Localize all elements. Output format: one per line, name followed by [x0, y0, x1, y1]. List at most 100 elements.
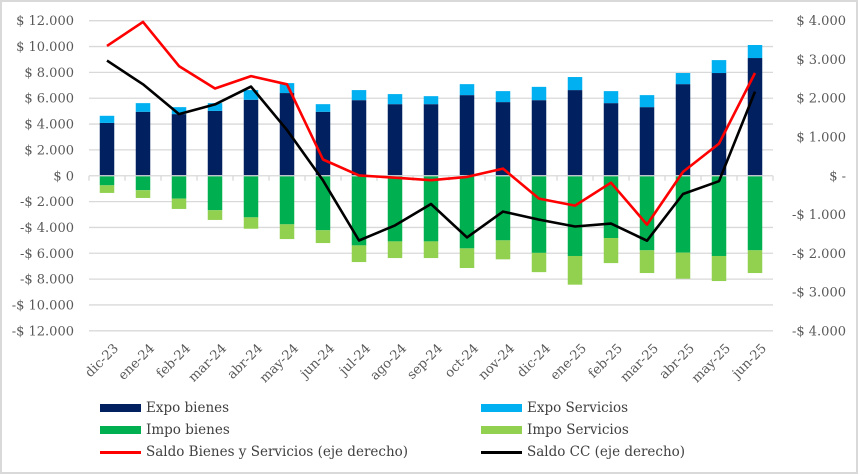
bar-expo-bienes: [207, 110, 223, 176]
legend-label: Impo Servicios: [527, 422, 629, 438]
legend-item-expo-bienes: Expo bienes: [100, 398, 229, 418]
bar-impo-servicios: [423, 241, 439, 259]
bar-impo-servicios: [603, 238, 619, 264]
bar-impo-bienes: [675, 175, 691, 253]
x-axis-label: ago-24: [368, 341, 410, 383]
legend-item-saldo-bys: Saldo Bienes y Servicios (eje derecho): [100, 442, 408, 462]
bar-impo-servicios: [495, 240, 511, 260]
left-axis-tick-label: -$ 12.000: [12, 324, 74, 339]
legend-swatch: [481, 450, 522, 454]
bar-impo-servicios: [99, 185, 115, 193]
bar-impo-bienes: [459, 175, 475, 249]
x-axis-label: sep-24: [404, 341, 445, 382]
bar-expo-bienes: [603, 103, 619, 176]
x-axis-label: may-25: [689, 341, 734, 386]
right-axis-tick-label: $ 4.000: [796, 14, 846, 29]
bar-impo-servicios: [747, 250, 763, 274]
x-axis-label: ene-24: [116, 341, 158, 383]
right-axis-tick-label: -$ 2.000: [792, 247, 846, 262]
x-axis-label: dic-24: [515, 341, 554, 380]
bar-expo-bienes: [135, 111, 151, 176]
bar-expo-servicios: [207, 103, 223, 111]
left-axis-tick-label: -$ 4.000: [20, 221, 74, 236]
bar-impo-bienes: [99, 175, 115, 186]
legend-label: Expo Servicios: [527, 400, 629, 416]
right-axis-tick-label: -$ 3.000: [792, 286, 846, 301]
bar-impo-bienes: [315, 175, 331, 231]
x-axis-labels: dic-23ene-24feb-24mar-24abr-24may-24jun-…: [83, 341, 770, 386]
line-saldo-bienes-y-servicios-eje-derecho: [106, 20, 757, 226]
bar-expo-servicios: [423, 96, 439, 105]
bar-impo-bienes: [747, 175, 763, 251]
bar-impo-servicios: [531, 252, 547, 273]
left-axis-ticks: $ 12.000 $ 10.000 $ 8.000 $ 6.000 $ 4.000 $ 2…: [12, 14, 74, 339]
bar-expo-bienes: [423, 104, 439, 176]
bar-impo-servicios: [639, 250, 655, 274]
bar-expo-servicios: [99, 115, 115, 123]
bars: [99, 44, 763, 285]
bar-expo-servicios: [315, 104, 331, 112]
right-axis-tick-label: $ 1.000: [796, 130, 846, 145]
bar-impo-bienes: [243, 175, 259, 218]
bar-impo-bienes: [711, 175, 727, 256]
bar-expo-servicios: [351, 90, 367, 101]
bar-expo-servicios: [675, 73, 691, 85]
left-axis-tick-label: -$ 2.000: [20, 195, 74, 210]
bar-impo-bienes: [423, 175, 439, 242]
bar-impo-servicios: [387, 241, 403, 259]
left-axis-tick-label: -$ 8.000: [20, 273, 74, 288]
bar-expo-servicios: [171, 107, 187, 115]
legend-swatch: [481, 404, 522, 412]
bar-impo-bienes: [135, 175, 151, 191]
legend-swatch: [100, 404, 141, 412]
x-axis-label: mar-24: [186, 341, 230, 385]
legend-swatch: [100, 450, 141, 454]
legend-item-impo-bienes: Impo bienes: [100, 420, 230, 440]
bar-expo-servicios: [567, 77, 583, 91]
legend-label: Saldo CC (eje derecho): [527, 444, 686, 460]
bar-impo-bienes: [279, 175, 295, 225]
x-axis-label: nov-24: [476, 341, 518, 383]
bar-impo-bienes: [351, 175, 367, 246]
x-axis-label: dic-23: [83, 341, 122, 380]
lines: [106, 20, 757, 242]
bar-expo-servicios: [135, 103, 151, 112]
bar-expo-bienes: [675, 84, 691, 176]
bar-impo-servicios: [567, 255, 583, 285]
left-axis-tick-label: $ 8.000: [24, 66, 74, 81]
bar-expo-bienes: [531, 100, 547, 176]
left-axis-tick-label: $ 0: [53, 169, 74, 184]
bar-expo-bienes: [279, 93, 295, 176]
legend-label: Saldo Bienes y Servicios (eje derecho): [146, 444, 409, 460]
bar-expo-servicios: [747, 44, 763, 59]
x-axis-label: may-24: [257, 341, 302, 386]
bar-expo-bienes: [495, 102, 511, 176]
legend-item-expo-servicios: Expo Servicios: [481, 398, 628, 418]
left-axis-tick-label: $ 10.000: [16, 40, 74, 55]
bar-impo-servicios: [279, 224, 295, 240]
bar-expo-bienes: [99, 122, 115, 176]
bar-expo-bienes: [243, 99, 259, 176]
bar-impo-bienes: [603, 175, 619, 239]
bar-expo-bienes: [639, 107, 655, 176]
bar-expo-bienes: [315, 111, 331, 176]
left-axis-tick-label: -$ 10.000: [12, 298, 74, 313]
x-axis-label: jun-24: [296, 341, 338, 383]
bar-expo-bienes: [387, 104, 403, 176]
left-axis-tick-label: $ 2.000: [24, 143, 74, 158]
bar-expo-servicios: [459, 84, 475, 96]
x-axis-label: oct-24: [442, 341, 482, 381]
right-axis-tick-label: -$ 4.000: [792, 324, 846, 339]
bar-impo-servicios: [315, 230, 331, 244]
x-axis-label: mar-25: [618, 341, 662, 385]
bar-expo-servicios: [495, 91, 511, 103]
bar-impo-bienes: [531, 175, 547, 253]
bar-impo-bienes: [567, 175, 583, 256]
legend-swatch: [481, 426, 522, 434]
bar-impo-servicios: [711, 255, 727, 282]
right-axis-ticks: $ 4.000 $ 3.000 $ 2.000 $ 1.000 $ - -$ 1.000 -…: [792, 14, 846, 339]
bar-impo-bienes: [495, 175, 511, 241]
legend-label: Impo bienes: [146, 422, 230, 438]
bar-impo-bienes: [639, 175, 655, 251]
bar-expo-servicios: [243, 90, 259, 100]
